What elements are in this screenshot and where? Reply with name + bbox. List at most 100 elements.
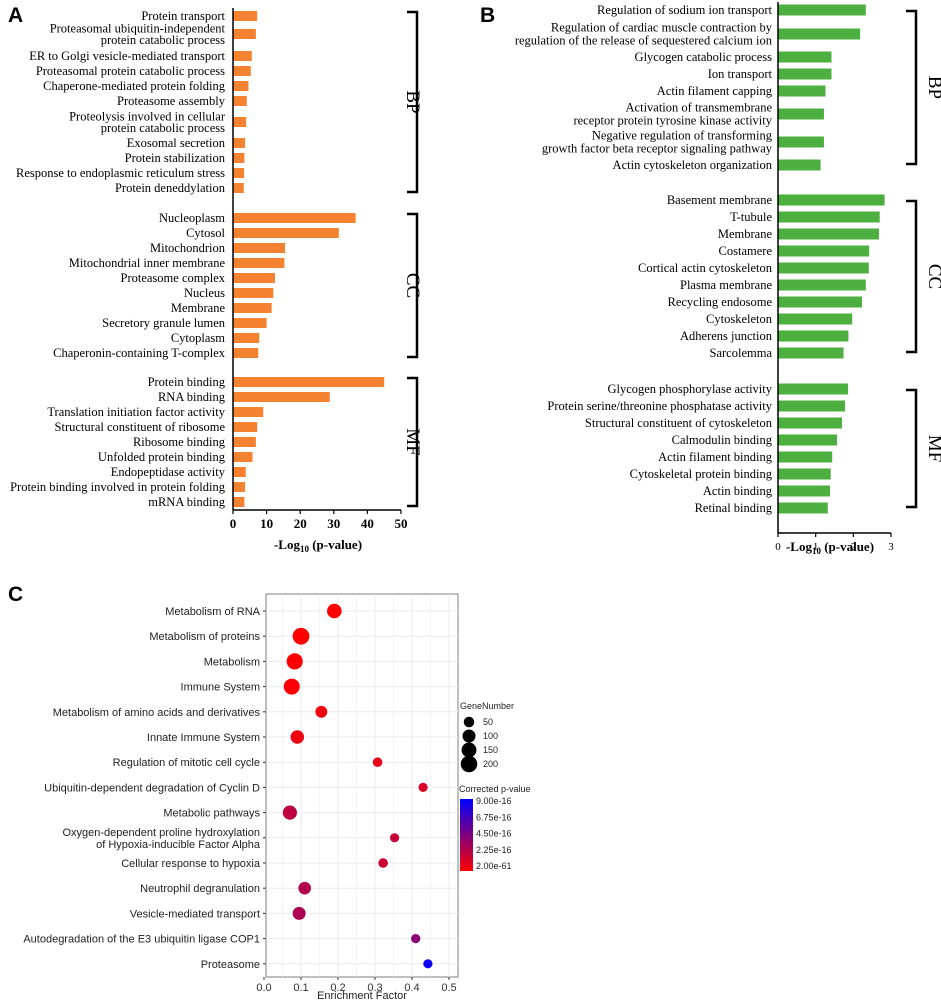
x-tick-label: 0: [230, 516, 237, 531]
size-legend-label: 50: [483, 717, 493, 727]
bar-mf-2: [233, 407, 264, 417]
color-legend-bar: [460, 799, 473, 871]
x-tick-label: 50: [395, 516, 408, 531]
x-tick-label: 0: [775, 541, 781, 553]
dot-point: [282, 805, 297, 820]
size-legend-title: GeneNumber: [460, 701, 514, 711]
bar-bp-3: [233, 66, 251, 76]
group-bracket-bp: [407, 10, 419, 194]
bar-label-line: Mitochondrial inner membrane: [69, 256, 226, 270]
group-label-bp: BP: [402, 90, 423, 113]
x-tick-label: 0.2: [330, 982, 345, 994]
bar-label-line: Nucleoplasm: [159, 211, 225, 225]
bar-cc-3: [778, 245, 870, 257]
bar-bp-5: [233, 96, 247, 106]
bar-label-line: Membrane: [171, 301, 226, 315]
color-legend-label: 9.00e-16: [476, 796, 512, 806]
bar-label-line: Actin cytoskeleton organization: [613, 158, 773, 172]
bar-label-line: Actin binding: [703, 484, 773, 498]
bar-label-line: Ion transport: [708, 67, 773, 81]
point-label-line: Oxygen-dependent proline hydroxylation: [62, 827, 260, 839]
bar-mf-3: [778, 434, 838, 446]
color-legend-label: 2.25e-16: [476, 845, 512, 855]
bar-label-line: Proteasomal ubiquitin-independent: [50, 21, 226, 35]
dot-point: [292, 627, 310, 645]
dot-point: [315, 705, 328, 718]
dot-point: [378, 858, 388, 868]
x-tick-label: 3: [888, 541, 894, 553]
bar-cc-9: [778, 347, 844, 359]
panel-letter-c: C: [8, 583, 23, 606]
bar-label-line: Proteasome assembly: [117, 94, 226, 108]
bar-label-line: Regulation of sodium ion transport: [597, 3, 773, 17]
point-label-line: Ubiquitin-dependent degradation of Cycli…: [44, 782, 260, 794]
bar-label-line: Cytoskeletal protein binding: [630, 467, 773, 481]
bar-label-line: Chaperone-mediated protein folding: [43, 79, 226, 93]
bar-cc-0: [778, 194, 885, 206]
size-legend-dot: [461, 742, 477, 758]
group-bracket-mf: [407, 376, 419, 508]
bar-label-line: Protein transport: [141, 9, 225, 23]
size-legend-label: 150: [483, 745, 498, 755]
bar-bp-7: [778, 159, 821, 171]
bar-bp-8: [233, 153, 245, 163]
bar-mf-6: [778, 485, 830, 497]
bar-mf-3: [233, 422, 258, 432]
group-label-cc: CC: [402, 273, 423, 298]
dot-point: [298, 881, 311, 895]
x-axis-title: -Log10 (p-value): [786, 539, 874, 556]
bar-label-line: regulation of the release of sequestered…: [515, 34, 773, 48]
bar-label-line: Exosomal secretion: [127, 136, 226, 150]
bar-mf-2: [778, 417, 843, 429]
bar-label-line: Chaperonin-containing T-complex: [53, 346, 226, 360]
dot-point: [290, 730, 305, 744]
bar-label-line: Translation initiation factor activity: [47, 405, 225, 419]
x-tick-label: 40: [361, 516, 374, 531]
x-tick-label: 0.3: [367, 982, 382, 994]
point-label-line: Innate Immune System: [147, 732, 260, 744]
bar-cc-6: [233, 303, 272, 313]
point-label-line: Autodegradation of the E3 ubiquitin liga…: [23, 934, 260, 946]
x-axis-title-prefix: -Log: [274, 537, 301, 552]
bar-mf-1: [233, 392, 330, 402]
bar-bp-2: [778, 51, 832, 63]
group-label-bp: BP: [924, 76, 941, 99]
bar-cc-5: [778, 279, 866, 291]
color-legend-label: 2.00e-61: [476, 861, 512, 871]
plot-area: [265, 593, 459, 978]
bar-label-line: protein catabolic process: [101, 121, 225, 135]
bar-label-line: Proteasomal protein catabolic process: [36, 64, 225, 78]
group-bracket-cc: [906, 199, 918, 354]
point-label-line: Cellular response to hypoxia: [121, 858, 261, 870]
color-legend-label: 6.75e-16: [476, 812, 512, 822]
bar-cc-1: [233, 228, 339, 238]
group-label-cc: CC: [924, 264, 941, 289]
x-tick-label: 2: [851, 541, 857, 553]
bar-cc-4: [233, 273, 275, 283]
bar-label-line: Costamere: [719, 244, 773, 258]
point-label-line: Metabolic pathways: [163, 808, 260, 820]
bar-bp-1: [778, 28, 861, 40]
bar-label-line: Negative regulation of transforming: [592, 129, 773, 143]
bar-cc-5: [233, 288, 274, 298]
x-axis-title: Enrichment Factor: [317, 990, 407, 1002]
bar-label-line: Adherens junction: [680, 329, 773, 343]
bar-bp-1: [233, 29, 256, 39]
point-label-line: Metabolism: [204, 656, 260, 668]
bar-cc-0: [233, 213, 356, 223]
bar-label-line: Plasma membrane: [680, 278, 772, 292]
size-legend-label: 200: [483, 759, 498, 769]
bar-label-line: Endopeptidase activity: [111, 465, 226, 479]
bar-mf-4: [233, 437, 256, 447]
bar-bp-7: [233, 138, 246, 148]
bar-label-line: Protein binding involved in protein fold…: [10, 480, 226, 494]
bar-label-line: Basement membrane: [667, 193, 773, 207]
bar-bp-6: [233, 117, 247, 127]
group-label-mf: MF: [924, 435, 941, 462]
bar-bp-4: [233, 81, 249, 91]
x-axis-title-suffix: (p-value): [821, 539, 874, 554]
bar-mf-4: [778, 451, 833, 463]
bar-label-line: Mitochondrion: [150, 241, 226, 255]
